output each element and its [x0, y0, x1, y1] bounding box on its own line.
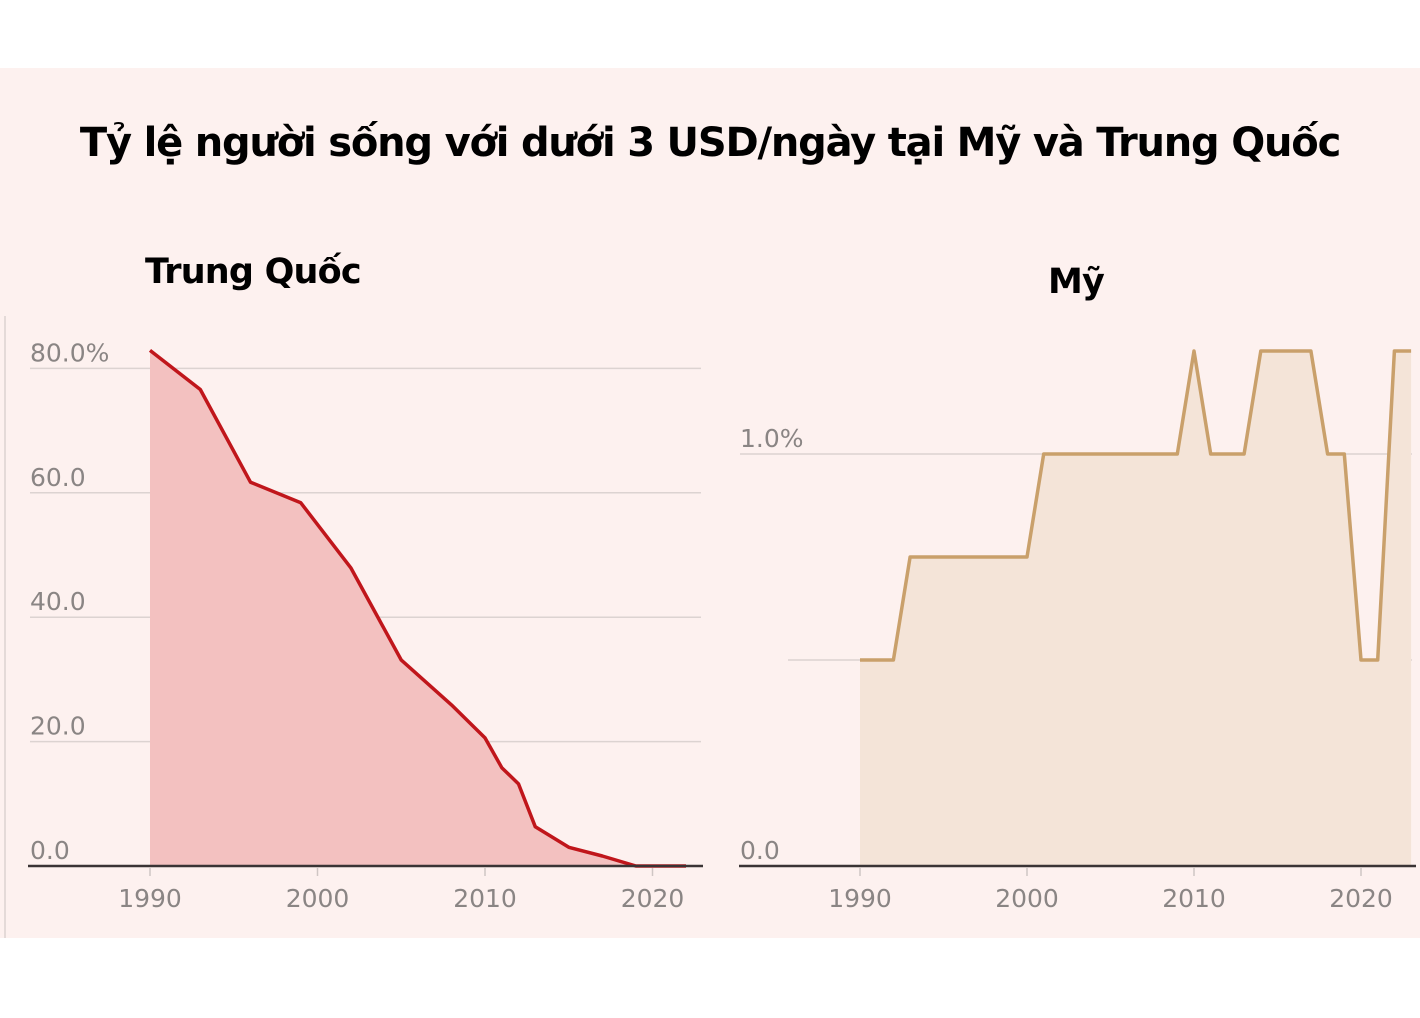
china-chart: 0.0 20.0 40.0 60.0 80.0% 1990 2000 2010 2020	[28, 338, 703, 913]
us-x-tick-labels: 1990 2000 2010 2020	[828, 868, 1393, 913]
us-area-fill	[860, 351, 1412, 866]
y-tick-label: 0.0	[740, 836, 780, 865]
china-chart-title: Trung Quốc	[145, 252, 362, 292]
y-tick-label: 20.0	[30, 712, 86, 741]
x-tick-label: 2020	[1329, 884, 1393, 913]
y-tick-label: 40.0	[30, 587, 86, 616]
china-x-tick-labels: 1990 2000 2010 2020	[118, 868, 684, 913]
x-tick-label: 2000	[995, 884, 1059, 913]
x-tick-label: 2000	[286, 884, 350, 913]
us-chart: 0.0 1.0% 1990 2000 2010 2020	[739, 349, 1416, 913]
us-chart-title: Mỹ	[1048, 262, 1105, 302]
x-tick-label: 2010	[453, 884, 517, 913]
y-tick-label: 0.0	[30, 836, 70, 865]
x-tick-label: 1990	[828, 884, 892, 913]
china-line	[148, 349, 686, 868]
us-line	[860, 349, 1412, 662]
china-y-tick-labels: 0.0 20.0 40.0 60.0 80.0%	[30, 338, 109, 865]
china-area-fill	[150, 350, 686, 866]
x-tick-label: 2010	[1162, 884, 1226, 913]
y-tick-label: 1.0%	[740, 424, 804, 453]
x-tick-label: 2020	[621, 884, 685, 913]
y-tick-label: 80.0%	[30, 338, 109, 367]
y-tick-label: 60.0	[30, 463, 86, 492]
us-y-tick-labels: 0.0 1.0%	[740, 424, 804, 865]
x-tick-label: 1990	[118, 884, 182, 913]
page-title: Tỷ lệ người sống với dưới 3 USD/ngày tại…	[79, 120, 1341, 166]
